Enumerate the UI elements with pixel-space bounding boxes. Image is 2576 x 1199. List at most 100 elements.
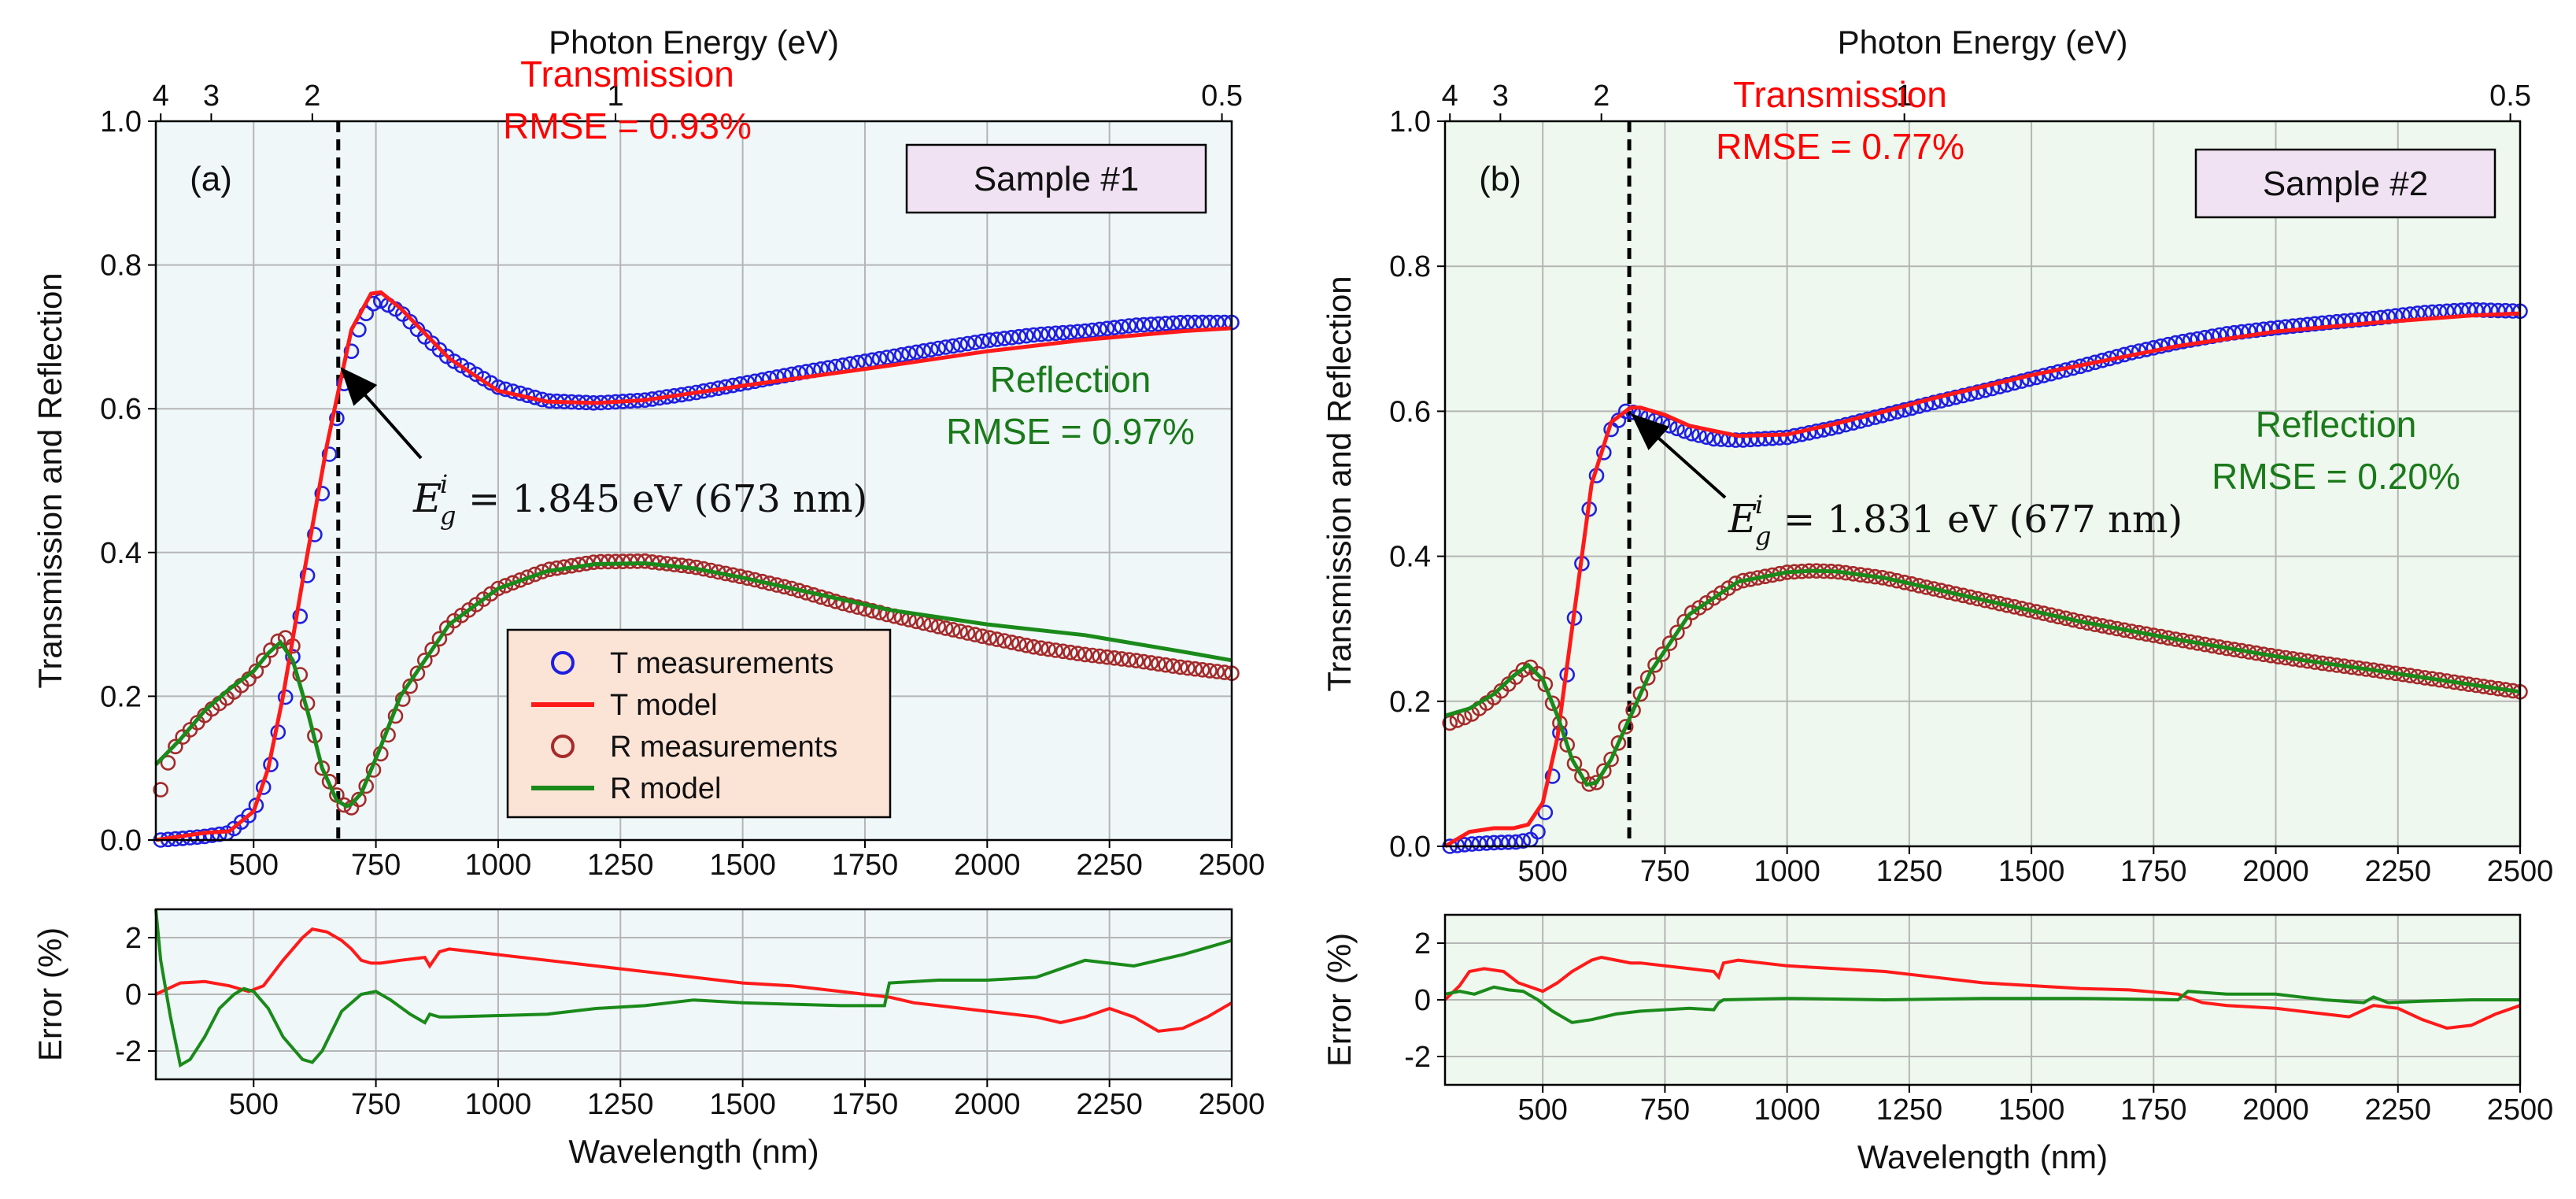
data-point [1772, 430, 1788, 446]
data-point [1479, 835, 1495, 851]
data-point [2497, 302, 2514, 319]
top-axis-title: Photon Energy (eV) [549, 24, 839, 61]
data-point [1530, 665, 1546, 682]
data-point [893, 346, 910, 363]
transmission-rmse: RMSE = 0.77% [1716, 126, 1964, 167]
data-point [1515, 662, 1532, 678]
error-x-tick-label: 2500 [1199, 1088, 1266, 1121]
data-point [160, 755, 176, 771]
data-point [937, 620, 954, 636]
data-point [981, 630, 998, 646]
error-x-tick-label: 2500 [2487, 1094, 2554, 1127]
data-point [842, 597, 859, 613]
data-point [630, 553, 645, 569]
data-point [2358, 311, 2375, 328]
legend-marker-circle [551, 735, 575, 758]
bandgap-symbol-sub: g [440, 501, 456, 531]
x-tick-label: 2500 [1199, 849, 1266, 882]
data-point [1085, 322, 1100, 339]
data-point [2292, 317, 2308, 334]
data-point [864, 602, 881, 619]
x-tick-label: 750 [351, 849, 401, 882]
data-point [1136, 316, 1151, 333]
data-point [2168, 335, 2184, 351]
data-point [424, 642, 440, 657]
data-point [608, 553, 623, 570]
data-point [1977, 382, 1993, 398]
data-point [952, 624, 968, 639]
data-point [2322, 314, 2338, 331]
data-point [1011, 635, 1027, 652]
data-point [1063, 644, 1078, 661]
series-r-model-line [154, 561, 1233, 809]
data-point [1896, 402, 1913, 418]
data-point [1537, 676, 1554, 693]
data-point [1173, 659, 1188, 675]
error-y-axis-title: Error (%) [31, 927, 68, 1061]
data-point [1765, 430, 1780, 446]
error-x-tick-label: 2000 [954, 1088, 1021, 1121]
data-point [2160, 336, 2176, 353]
legend: T measurements T model R measurements R mod… [506, 628, 892, 819]
data-point [849, 599, 866, 615]
error-x-tick-label: 750 [1640, 1094, 1690, 1127]
data-point [416, 652, 433, 668]
data-point [2197, 329, 2213, 346]
y-axis-title: Transmission and Reflection [1321, 276, 1358, 691]
transmission-title: Transmission [520, 54, 734, 94]
x-tick-label: 750 [1640, 855, 1690, 888]
x-tick-label: 1500 [1998, 855, 2065, 888]
y-tick-label: 0.6 [1389, 395, 1431, 428]
data-point [1011, 328, 1027, 345]
data-point [981, 332, 998, 348]
series-t-model-line [155, 290, 1233, 842]
y-tick-label: 0.6 [100, 393, 142, 426]
data-point [1026, 638, 1042, 655]
data-point [1486, 834, 1502, 851]
x-tick-label: 2000 [954, 849, 1021, 882]
y-tick-label: 0.8 [1389, 250, 1431, 283]
data-point [593, 553, 609, 570]
data-point [959, 625, 976, 641]
data-point [1026, 327, 1042, 343]
sample-label-box [2194, 148, 2497, 219]
data-point [204, 827, 220, 843]
top-tick-label: 3 [1492, 80, 1509, 113]
data-point [769, 369, 785, 385]
bandgap-arrow [340, 367, 423, 460]
error-t-line [155, 927, 1233, 1033]
data-point [1048, 642, 1064, 658]
bandgap-symbol-sup: i [1755, 490, 1763, 520]
data-point [1661, 635, 1678, 651]
data-point [2351, 312, 2367, 328]
data-point [600, 553, 616, 570]
data-point [1500, 834, 1517, 850]
y-tick-label: 0.2 [1389, 686, 1431, 719]
bandgap-symbol: E [1728, 496, 1757, 542]
transmission-rmse: RMSE = 0.93% [503, 105, 752, 146]
data-point [1493, 834, 1510, 850]
data-point [1040, 326, 1056, 342]
data-point [974, 628, 990, 645]
data-point [1129, 653, 1144, 669]
data-point [1114, 319, 1129, 335]
data-point [329, 410, 345, 427]
data-point [168, 738, 183, 755]
x-tick-label: 1250 [1876, 855, 1943, 888]
data-point [754, 372, 771, 388]
x-tick-label: 2000 [2242, 855, 2309, 888]
data-point [241, 808, 257, 823]
data-point [1158, 316, 1173, 331]
data-point [1911, 398, 1927, 414]
data-point [1728, 575, 1744, 591]
data-point [1048, 325, 1064, 342]
data-point [1003, 635, 1020, 650]
data-point [1566, 756, 1583, 772]
data-point [1070, 324, 1086, 340]
data-point [915, 342, 932, 359]
data-point [1092, 321, 1107, 338]
data-point [1107, 649, 1122, 666]
legend-marker-circle [551, 651, 575, 675]
data-point [2175, 333, 2191, 350]
data-point [930, 340, 946, 357]
